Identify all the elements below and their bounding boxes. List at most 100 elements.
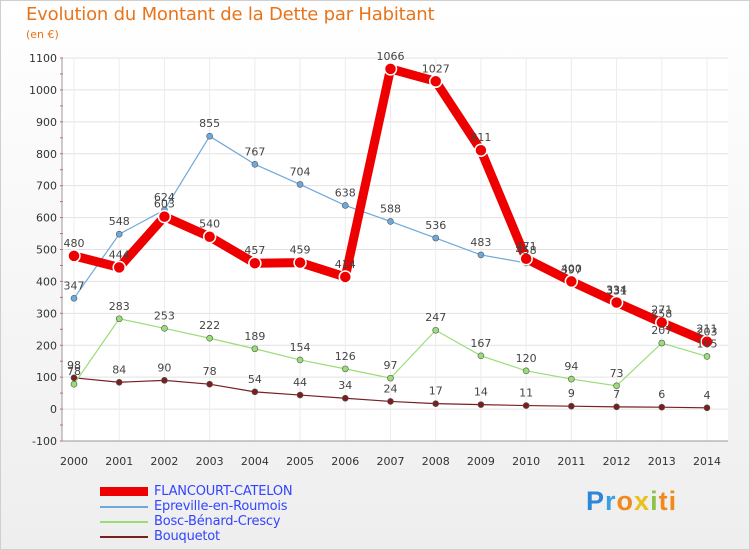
data-point [251,388,259,396]
legend-label: Bosc-Bénard-Crescy [154,514,281,529]
data-label: 167 [470,337,491,350]
data-point [477,401,485,408]
data-label: 603 [154,198,175,211]
data-point [161,377,168,384]
data-label: 638 [335,186,356,199]
data-point [655,315,669,330]
data-label: 624 [154,191,175,204]
data-point [609,295,624,310]
data-point [206,132,213,140]
data-point [161,325,168,332]
data-point [115,378,123,386]
data-point [296,181,304,188]
data-label: 44 [293,376,307,389]
data-point [341,394,349,402]
x-tick-label: 2014 [693,455,721,468]
data-label: 98 [67,359,81,372]
data-point [428,74,443,89]
x-tick-label: 2007 [377,455,405,468]
data-point [432,326,440,334]
y-tick-label: 900 [36,116,57,129]
data-label: 540 [199,218,220,231]
data-label: 483 [470,236,491,249]
data-label: 4 [704,389,711,402]
x-tick-label: 2002 [150,455,178,468]
data-label: 588 [380,202,401,215]
y-tick-label: -100 [32,435,57,448]
data-point [522,367,530,375]
data-point [202,229,217,244]
data-label: 78 [203,365,217,378]
x-tick-label: 2004 [241,455,269,468]
y-tick-label: 300 [36,307,57,320]
legend-label: Bouquetot [154,529,220,544]
chart-subtitle: (en €) [26,28,59,41]
chart-legend: FLANCOURT-CATELON Epreville-en-Roumois B… [100,484,360,544]
data-label: 247 [425,311,446,324]
logo-letter: x [634,486,651,516]
x-tick-label: 2012 [603,455,631,468]
data-label: 347 [64,279,85,292]
data-label: 203 [697,325,718,338]
data-label: 283 [109,300,130,313]
data-point [70,374,78,382]
legend-item: FLANCOURT-CATELON [100,484,360,499]
x-tick-label: 2008 [422,455,450,468]
data-label: 331 [606,284,627,297]
x-tick-label: 2001 [105,455,133,468]
data-point [251,345,259,353]
data-point [519,252,533,266]
data-label: 54 [248,373,262,386]
chart-title: Evolution du Montant de la Dette par Hab… [26,4,435,25]
y-tick-label: 400 [36,275,57,288]
legend-label: FLANCOURT-CATELON [154,484,293,499]
data-label: 17 [429,385,443,398]
data-point [432,234,440,242]
legend-item: Bouquetot [100,529,360,544]
data-point [477,251,485,259]
y-tick-label: 100 [36,371,57,384]
y-tick-label: 500 [36,244,57,257]
data-point [338,270,353,284]
legend-swatch [100,535,148,538]
data-label: 471 [516,240,537,253]
data-point [613,403,620,411]
data-point [115,230,123,238]
data-label: 458 [516,244,537,257]
data-point [474,143,488,157]
data-label: 1066 [377,50,405,63]
data-point [613,382,620,390]
data-label: 457 [244,244,265,257]
data-label: 480 [64,237,85,250]
logo-letter: i [650,486,659,516]
data-label: 73 [610,367,624,380]
data-label: 94 [564,360,578,373]
data-point [477,352,485,360]
data-label: 271 [651,304,672,317]
data-label: 97 [384,359,398,372]
data-label: 536 [425,219,446,232]
data-label: 9 [568,387,575,400]
data-point [248,256,262,270]
data-label: 7 [613,388,620,401]
data-point [383,62,398,76]
data-label: 253 [154,309,175,322]
legend-swatch [100,487,148,496]
y-tick-label: 600 [36,212,57,225]
data-point [206,380,213,388]
y-tick-label: 800 [36,148,57,161]
data-point [700,334,714,349]
data-point [703,404,711,412]
data-label: 165 [697,337,718,350]
data-point [67,249,81,263]
data-point [658,403,666,411]
y-tick-label: 1100 [29,52,57,65]
x-tick-label: 2005 [286,455,314,468]
data-label: 34 [338,379,352,392]
data-point [522,402,530,409]
data-point [703,353,711,360]
data-point [387,218,394,225]
data-point [568,375,575,383]
x-tick-label: 2013 [648,455,676,468]
legend-label: Epreville-en-Roumois [154,499,288,514]
